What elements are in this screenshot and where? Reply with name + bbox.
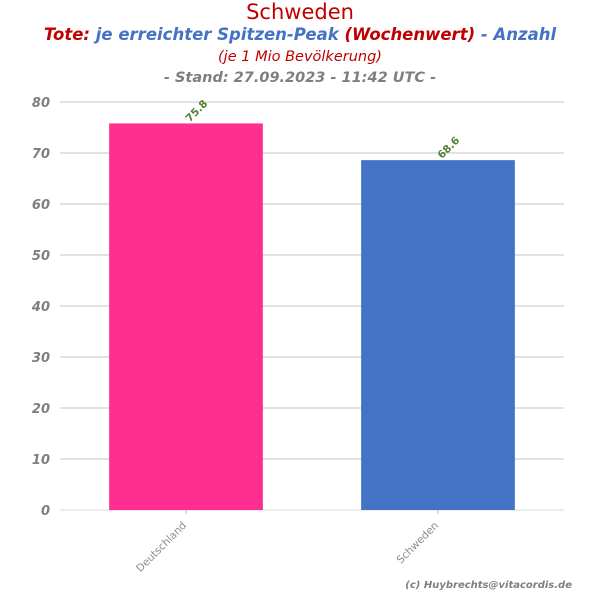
copyright-notice: (c) Huybrechts@vitacordis.de: [405, 580, 572, 591]
x-tick-label-deutschland: Deutschland: [134, 520, 189, 575]
bar-schweden: [361, 160, 515, 510]
subtitle-part-3: (Wochenwert): [344, 25, 476, 44]
chart-title: Schweden: [246, 0, 354, 24]
subtitle-part-2: je erreichter Spitzen-Peak: [95, 25, 339, 44]
y-tick-label: 30: [32, 351, 50, 366]
chart-subtitle-timestamp: - Stand: 27.09.2023 - 11:42 UTC -: [163, 70, 437, 86]
y-tick-label: 40: [31, 300, 50, 315]
x-tick-label-schweden: Schweden: [395, 520, 442, 567]
x-axis-ticks: Deutschland Schweden: [134, 510, 441, 575]
bars: [109, 123, 515, 511]
data-label-schweden: 68.6: [435, 135, 462, 162]
y-tick-label: 20: [32, 402, 50, 417]
y-tick-label: 80: [32, 96, 50, 111]
chart-subtitle-population: (je 1 Mio Bevölkerung): [218, 49, 382, 65]
y-axis-ticks: 0 10 20 30 40 50 60 70 80: [31, 96, 50, 519]
y-tick-label: 60: [32, 198, 50, 213]
y-tick-label: 0: [41, 504, 50, 519]
y-tick-label: 50: [32, 249, 50, 264]
y-tick-label: 70: [32, 147, 50, 162]
chart-subtitle: Tote: je erreichter Spitzen-Peak (Wochen…: [0, 24, 600, 46]
y-tick-label: 10: [32, 453, 50, 468]
subtitle-part-1: Tote:: [43, 25, 91, 44]
bar-deutschland: [109, 123, 263, 511]
subtitle-part-4: - Anzahl: [480, 25, 557, 44]
